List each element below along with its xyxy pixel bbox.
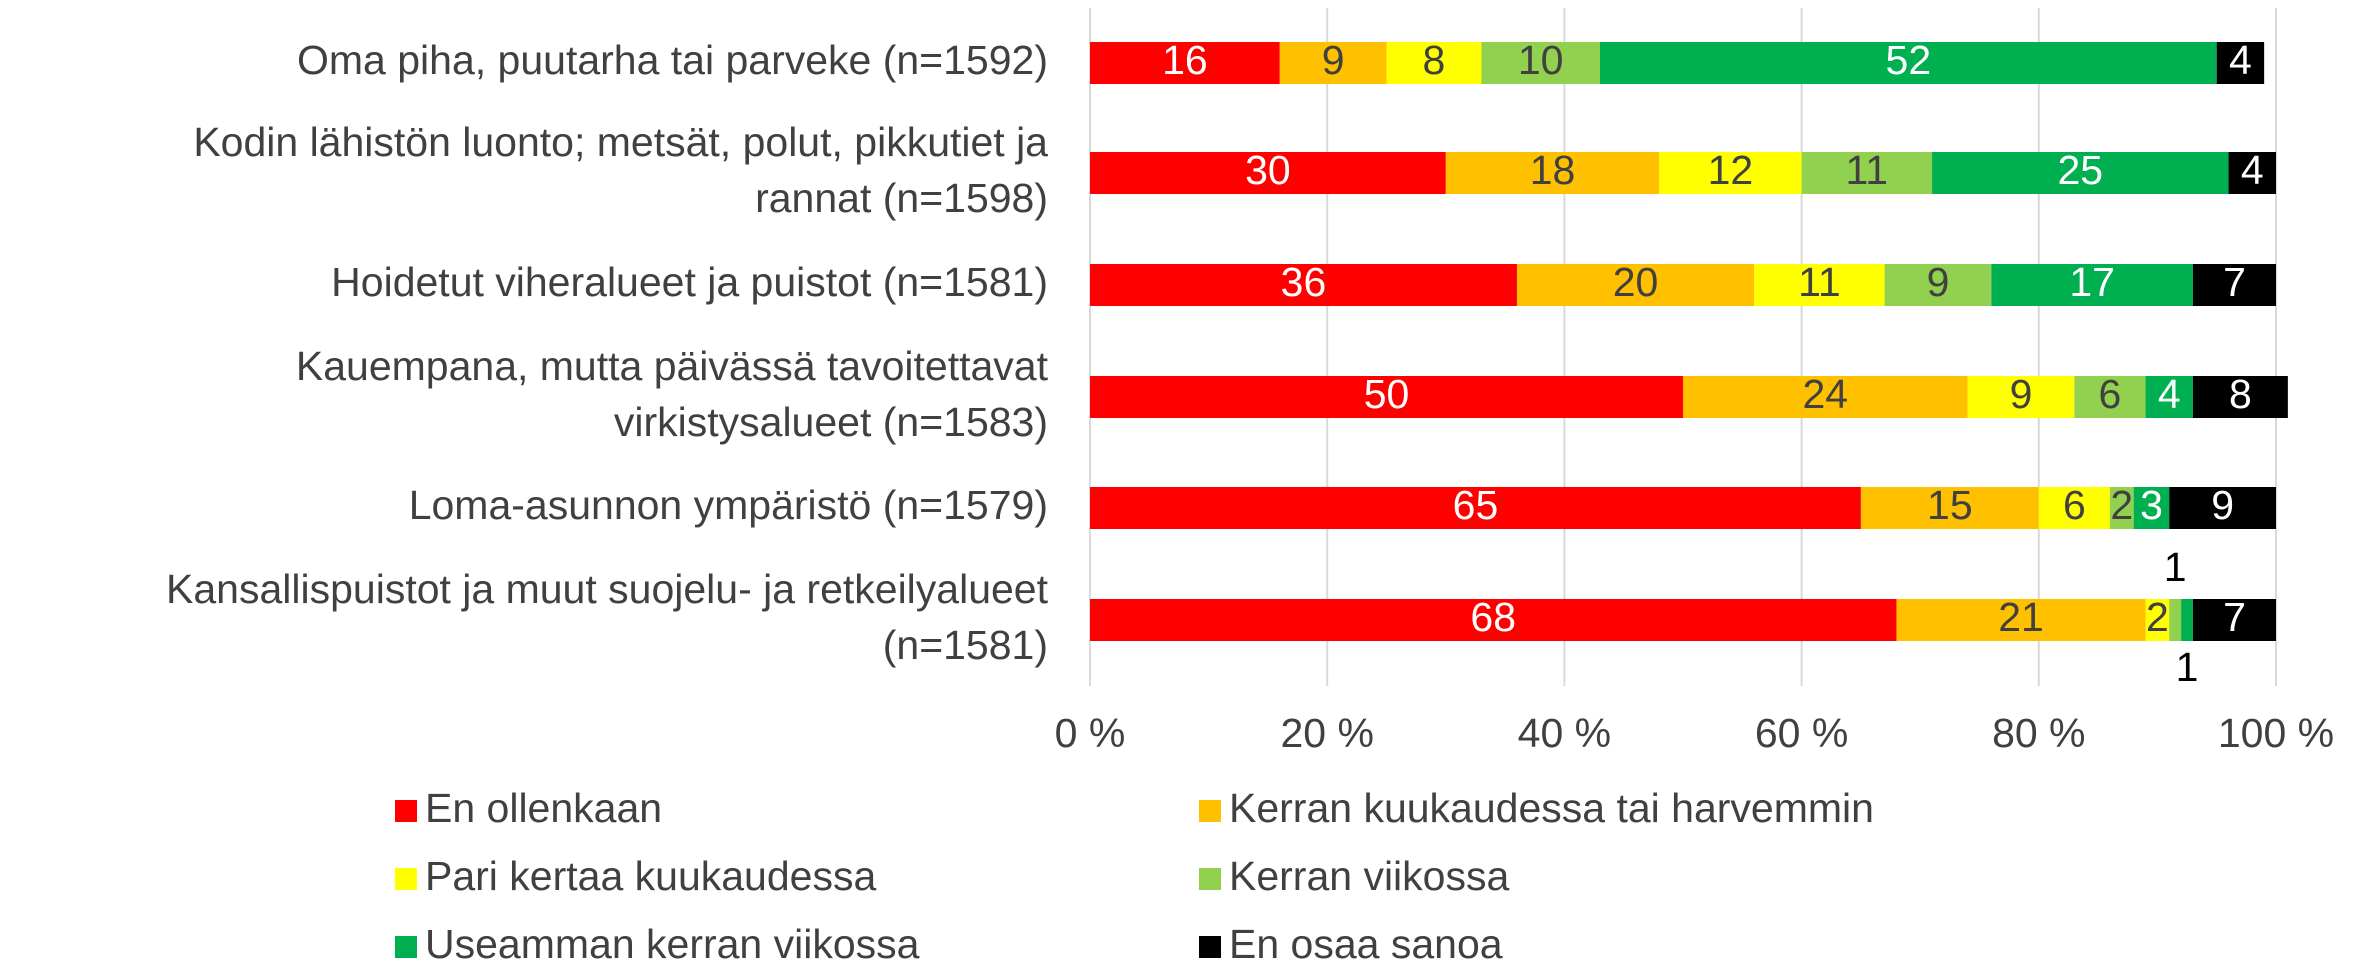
category-label: Kodin lähistön luonto; metsät, polut, pi… bbox=[193, 119, 1048, 221]
data-label: 1 bbox=[2176, 644, 2199, 690]
legend-label: Kerran kuukaudessa tai harvemmin bbox=[1229, 785, 1874, 831]
bar-segment bbox=[2169, 599, 2182, 641]
data-label: 7 bbox=[2223, 594, 2246, 640]
category-label: Oma piha, puutarha tai parveke (n=1592) bbox=[297, 37, 1048, 83]
x-tick-label: 20 % bbox=[1280, 710, 1373, 756]
legend-marker bbox=[395, 800, 417, 822]
x-tick-label: 0 % bbox=[1055, 710, 1126, 756]
bar-segment bbox=[1090, 42, 1280, 84]
data-label: 1 bbox=[2164, 544, 2187, 590]
bar-segment bbox=[1754, 264, 1885, 306]
data-label: 2 bbox=[2110, 482, 2133, 528]
data-label: 24 bbox=[1803, 371, 1849, 417]
data-label: 4 bbox=[2229, 37, 2252, 83]
data-label: 11 bbox=[1798, 259, 1841, 305]
bar-segment bbox=[2038, 487, 2110, 529]
data-label: 21 bbox=[1998, 594, 2044, 640]
bar-segment bbox=[1445, 152, 1660, 194]
category-label: Hoidetut viheralueet ja puistot (n=1581) bbox=[331, 259, 1048, 305]
data-label: 36 bbox=[1281, 259, 1327, 305]
data-label: 9 bbox=[2010, 371, 2033, 417]
bar-segment bbox=[1599, 42, 2217, 84]
bar-segment bbox=[1090, 487, 1861, 529]
bar-segment bbox=[2133, 487, 2170, 529]
legend-marker bbox=[395, 936, 417, 958]
bar-segment bbox=[2109, 487, 2134, 529]
legend-label: Pari kertaa kuukaudessa bbox=[425, 853, 876, 899]
legend-marker bbox=[1199, 800, 1221, 822]
data-label: 20 bbox=[1613, 259, 1659, 305]
category-label: Kansallispuistot ja muut suojelu- ja ret… bbox=[166, 566, 1049, 668]
bar-segment bbox=[1090, 264, 1517, 306]
data-label: 4 bbox=[2158, 371, 2181, 417]
bar-segment bbox=[1481, 42, 1600, 84]
data-label: 8 bbox=[1423, 37, 1446, 83]
bar-segment bbox=[1860, 487, 2039, 529]
bar-segment bbox=[1090, 599, 1897, 641]
bar-segment bbox=[2181, 599, 2193, 641]
data-label: 3 bbox=[2140, 482, 2163, 528]
x-tick-label: 100 % bbox=[2218, 710, 2334, 756]
bar-segment bbox=[1991, 264, 2193, 306]
data-label: 9 bbox=[1927, 259, 1950, 305]
bar-segment bbox=[1659, 152, 1802, 194]
data-label: 25 bbox=[2058, 147, 2104, 193]
bar-segment bbox=[2192, 264, 2276, 306]
bar-segment bbox=[2192, 599, 2276, 641]
bar-segment bbox=[2074, 376, 2146, 418]
data-label: 12 bbox=[1708, 147, 1754, 193]
bar-segment bbox=[2228, 152, 2276, 194]
bar-segment bbox=[2192, 376, 2288, 418]
legend-marker bbox=[1199, 936, 1221, 958]
bar-segment bbox=[1967, 376, 2075, 418]
bar-segment bbox=[1090, 376, 1683, 418]
data-label: 7 bbox=[2223, 259, 2246, 305]
x-tick-label: 60 % bbox=[1755, 710, 1848, 756]
data-label: 65 bbox=[1453, 482, 1499, 528]
data-label: 8 bbox=[2229, 371, 2252, 417]
x-tick-label: 80 % bbox=[1992, 710, 2085, 756]
category-label: Kauempana, mutta päivässä tavoitettavat v… bbox=[296, 343, 1049, 445]
bar-segment bbox=[1386, 42, 1482, 84]
bar-segment bbox=[1279, 42, 1387, 84]
data-label: 16 bbox=[1162, 37, 1208, 83]
data-label: 50 bbox=[1364, 371, 1410, 417]
bar-segment bbox=[2145, 599, 2170, 641]
bar-segment bbox=[2216, 42, 2265, 84]
bar-segment bbox=[1801, 152, 1933, 194]
data-label: 11 bbox=[1846, 147, 1889, 193]
bar-segment bbox=[1932, 152, 2229, 194]
x-tick-label: 40 % bbox=[1518, 710, 1611, 756]
data-label: 6 bbox=[2099, 371, 2122, 417]
bar-segment bbox=[2145, 376, 2193, 418]
legend-label: En osaa sanoa bbox=[1229, 921, 1503, 967]
legend-marker bbox=[1199, 868, 1221, 890]
data-label: 15 bbox=[1927, 482, 1973, 528]
data-label: 17 bbox=[2069, 259, 2115, 305]
data-label: 6 bbox=[2063, 482, 2086, 528]
category-label: Loma-asunnon ympäristö (n=1579) bbox=[409, 482, 1048, 528]
bar-segment bbox=[1090, 152, 1446, 194]
data-label: 52 bbox=[1886, 37, 1932, 83]
data-label: 2 bbox=[2146, 594, 2169, 640]
bar-segment bbox=[1884, 264, 1992, 306]
data-label: 9 bbox=[2211, 482, 2234, 528]
bar-segment bbox=[2169, 487, 2276, 529]
data-label: 9 bbox=[1322, 37, 1345, 83]
data-label: 18 bbox=[1530, 147, 1576, 193]
data-label: 30 bbox=[1245, 147, 1291, 193]
legend-label: En ollenkaan bbox=[425, 785, 662, 831]
data-label: 10 bbox=[1518, 37, 1564, 83]
bar-segment bbox=[1683, 376, 1968, 418]
bar-segment bbox=[1896, 599, 2146, 641]
data-label: 68 bbox=[1470, 594, 1516, 640]
bar-segment bbox=[1516, 264, 1755, 306]
legend-label: Useamman kerran viikossa bbox=[425, 921, 920, 967]
data-label: 4 bbox=[2241, 147, 2264, 193]
legend-marker bbox=[395, 868, 417, 890]
legend-label: Kerran viikossa bbox=[1229, 853, 1509, 899]
